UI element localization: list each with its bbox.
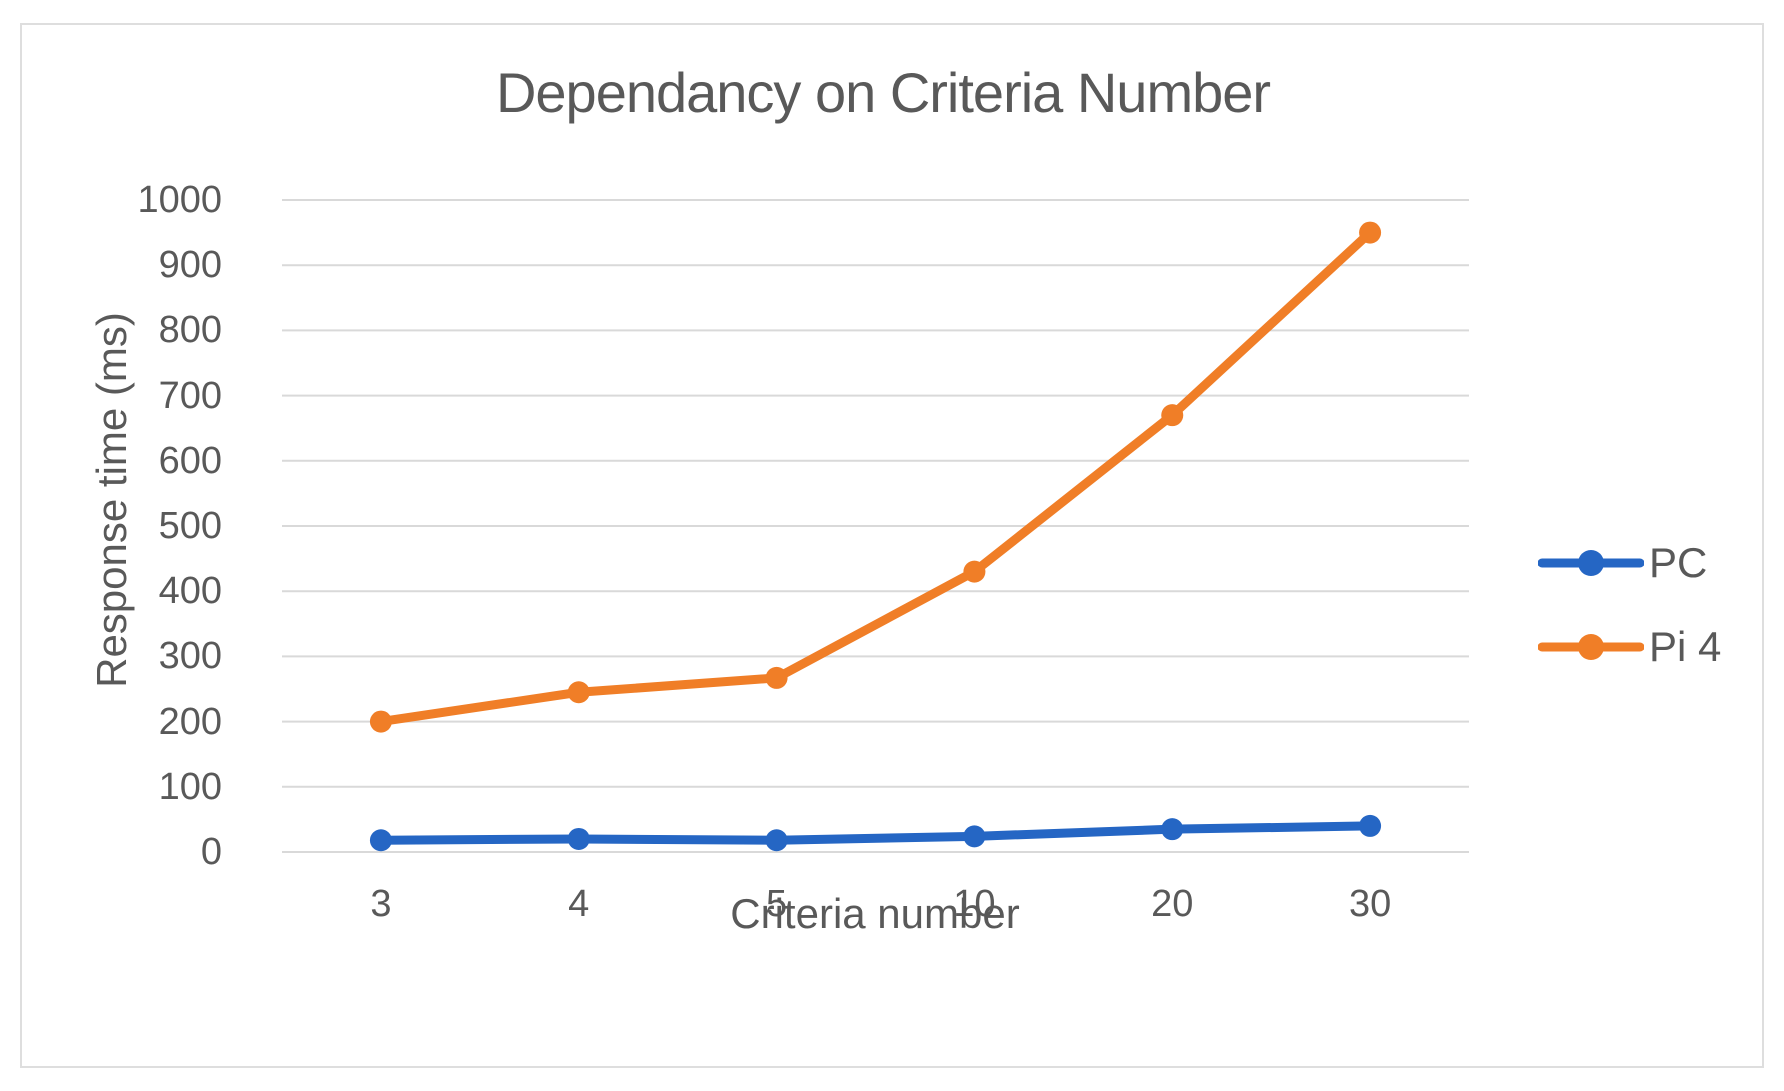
data-point-marker-pc [963, 825, 986, 848]
series-line-pi-4 [376, 228, 1375, 727]
data-point-marker-pc [765, 829, 788, 852]
data-point-marker-pc [1359, 814, 1382, 837]
data-point-marker-pc [1161, 818, 1184, 841]
y-axis-title: Response time (ms) [88, 312, 135, 688]
data-point-marker-pc [369, 829, 392, 852]
legend-line-sample [1538, 634, 1644, 660]
legend-item-pc: PC [1538, 539, 1721, 586]
legend: PC Pi 4 [1538, 539, 1722, 709]
legend-label: PC [1649, 539, 1708, 586]
chart-border [20, 23, 1764, 1068]
x-axis-title: Criteria number [730, 890, 1020, 937]
data-point-marker-pc [567, 827, 590, 850]
data-point-marker-pi-4 [369, 710, 392, 733]
legend-item-pi-4: Pi 4 [1538, 623, 1722, 670]
series-line-pc [376, 821, 1375, 845]
legend-label: Pi 4 [1649, 623, 1722, 670]
chart-title: Dependancy on Criteria Number [495, 61, 1271, 124]
data-point-marker-pi-4 [1359, 221, 1382, 244]
data-point-marker-pi-4 [1161, 404, 1184, 427]
data-point-marker-pi-4 [567, 681, 590, 704]
legend-line-sample [1538, 550, 1644, 576]
data-point-marker-pi-4 [765, 666, 788, 689]
data-point-marker-pi-4 [963, 560, 986, 583]
